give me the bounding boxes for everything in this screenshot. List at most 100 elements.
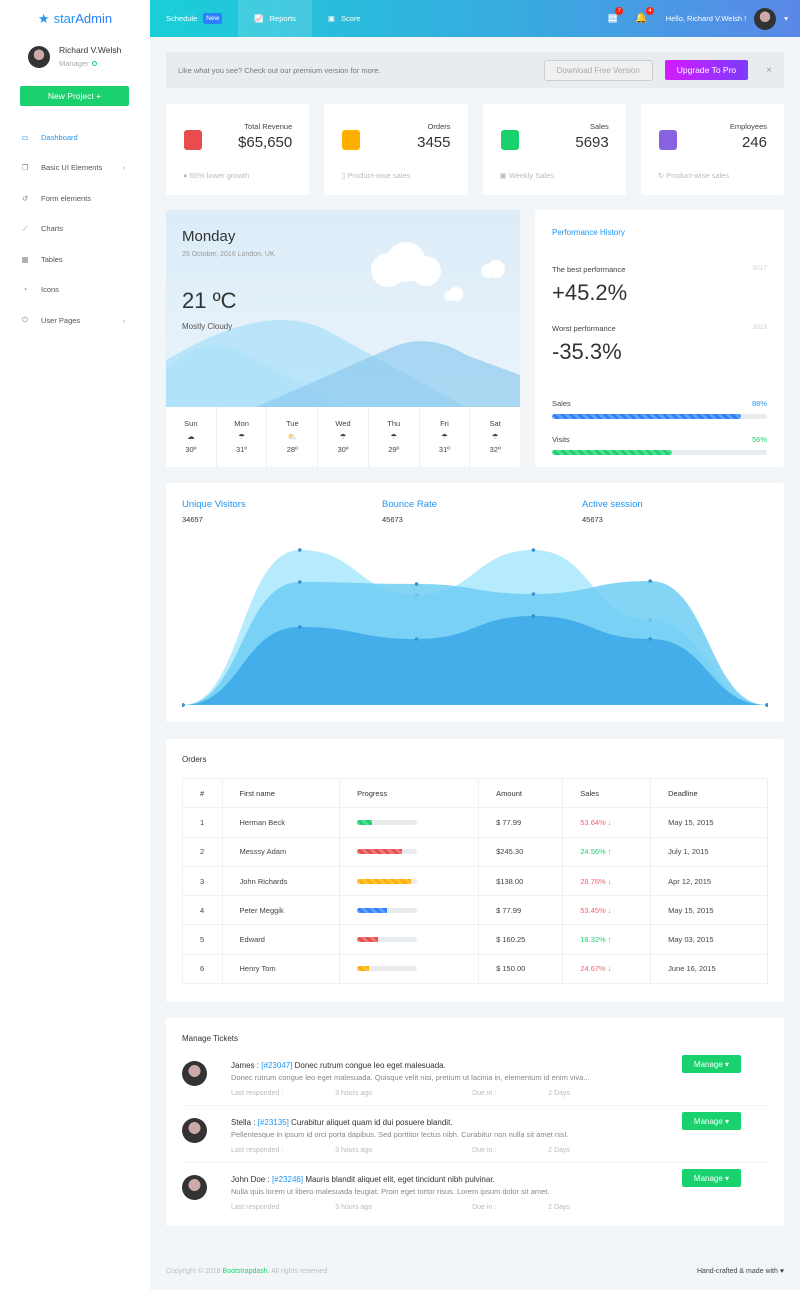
monitor-icon: ▭ bbox=[21, 132, 29, 142]
manage-button[interactable]: Manage ▾ bbox=[682, 1112, 741, 1130]
stat-cards: Total Revenue $65,650 ● 65% lower growth Or… bbox=[166, 104, 784, 195]
column-header: Amount bbox=[478, 777, 564, 809]
sidebar-item-tables[interactable]: ▦ Tables bbox=[21, 254, 63, 264]
chart-legend-item: Bounce Rate 45673 bbox=[382, 499, 437, 524]
ticket-id-link[interactable]: [#23135] bbox=[257, 1118, 289, 1127]
avatar bbox=[182, 1118, 207, 1143]
notifications-button[interactable]: 4 🔔 bbox=[635, 7, 654, 24]
info-icon: ▯ bbox=[341, 171, 346, 180]
forecast-day: Tue ⛅ 28º bbox=[267, 407, 319, 467]
sidebar: ★ starAdmin Richard V.Welsh Manager New P… bbox=[0, 0, 150, 1290]
ticket-item: John Doe : [#23246] Mauris blandit aliqu… bbox=[182, 1163, 768, 1220]
user-name: Richard V.Welsh bbox=[59, 45, 122, 55]
main-content: Like what you see? Check out our premium… bbox=[166, 52, 784, 1226]
area-chart bbox=[182, 548, 768, 707]
sidebar-nav: ▭ Dashboard ❐ Basic UI Elements › ↺ Form eleme… bbox=[0, 122, 150, 336]
orders-table: # First name Progress Amount Sales Deadline 1 H… bbox=[182, 777, 768, 985]
user-profile: Richard V.Welsh Manager bbox=[0, 37, 150, 68]
manage-button[interactable]: Manage ▾ bbox=[682, 1055, 741, 1073]
chevron-down-icon: ▾ bbox=[784, 14, 788, 23]
nav-schedule[interactable]: Schedule New bbox=[150, 0, 238, 37]
data-point bbox=[298, 625, 302, 629]
sidebar-item-dashboard[interactable]: ▭ Dashboard bbox=[21, 132, 78, 142]
data-point bbox=[648, 579, 652, 583]
table-row: 4 Peter Meggik $ 77.99 53.45% ↓ May 15, 2015 bbox=[182, 895, 768, 926]
traffic-chart-card: Unique Visitors 34657 Bounce Rate 45673 Acti… bbox=[166, 483, 784, 722]
ticket-id-link[interactable]: [#23246] bbox=[271, 1175, 304, 1184]
sidebar-item-icons[interactable]: ◔ Icons bbox=[0, 275, 150, 306]
stat-card: Orders 3455 ▯ Product-wise sales bbox=[324, 104, 468, 195]
table-row: 5 Edward $ 160.25 18.32% ↑ May 03, 2015 bbox=[182, 924, 768, 955]
table-row: 2 Messsy Adam $245.30 24.56% ↑ July 1, 2015 bbox=[182, 836, 768, 867]
chart-legend-item: Active session 45673 bbox=[582, 499, 643, 524]
footer: Copyright © 2018 Bootstrapdash. All righ… bbox=[166, 1268, 784, 1275]
upgrade-pro-button[interactable]: Upgrade To Pro bbox=[664, 60, 749, 80]
weather-illustration bbox=[166, 242, 520, 407]
bell-icon: 🔔 bbox=[635, 13, 648, 24]
avatar bbox=[182, 1175, 207, 1200]
download-free-button[interactable]: Download Free Version bbox=[543, 59, 653, 81]
avatar bbox=[754, 7, 777, 30]
poll-icon bbox=[500, 130, 519, 150]
copy-icon: ❐ bbox=[21, 163, 29, 173]
user-menu[interactable]: Hello, Richard V.Welsh ! ▾ bbox=[666, 7, 788, 30]
nav-score[interactable]: ▣ Score bbox=[327, 14, 361, 23]
column-header: Progress bbox=[339, 777, 480, 809]
nav-reports[interactable]: 📈 Reports bbox=[238, 0, 312, 37]
notifications-count: 4 bbox=[645, 7, 654, 15]
data-point bbox=[182, 703, 185, 707]
data-point bbox=[531, 548, 536, 552]
worst-value: -35.3% bbox=[552, 339, 622, 364]
logo[interactable]: ★ starAdmin bbox=[37, 10, 113, 27]
weather-icon: ☁ bbox=[187, 432, 195, 441]
sidebar-item-basic-ui-elements[interactable]: ❐ Basic UI Elements › bbox=[21, 163, 126, 173]
avatar bbox=[182, 1061, 207, 1086]
manage-button[interactable]: Manage ▾ bbox=[682, 1169, 741, 1187]
weather-condition: Mostly Cloudy bbox=[182, 322, 233, 331]
chart-icon: 📈 bbox=[254, 14, 264, 23]
column-header: Deadline bbox=[650, 777, 768, 809]
ticket-item: James : [#23047] Donec rutrum congue leo… bbox=[182, 1049, 768, 1106]
orders-title: Orders bbox=[182, 755, 207, 764]
forecast-day: Sun ☁ 30º bbox=[166, 407, 217, 467]
weather-date: 25 October, 2016 London, UK bbox=[182, 251, 275, 258]
close-icon[interactable]: × bbox=[766, 64, 772, 76]
weather-icon: ☂ bbox=[238, 432, 245, 441]
performance-title: Performance History bbox=[552, 228, 625, 237]
sidebar-item-charts[interactable]: ⟋ Charts bbox=[0, 214, 150, 245]
table-row: 6 Henry Tom $ 150.00 24.67% ↓ June 16, 2015 bbox=[182, 953, 768, 985]
weather-icon: ☂ bbox=[441, 432, 448, 441]
performance-card: Performance History The best performance… bbox=[535, 210, 784, 467]
messages-button[interactable]: 7 ▤ bbox=[608, 7, 624, 24]
power-icon: ⏻ bbox=[22, 315, 28, 325]
data-point bbox=[531, 614, 536, 618]
stat-card: Sales 5693 ▣ Weekly Sales bbox=[482, 104, 626, 195]
progress-bar bbox=[357, 849, 418, 855]
ticket-id-link[interactable]: [#23047] bbox=[261, 1061, 293, 1070]
forecast-day: Thu ☂ 29º bbox=[369, 407, 420, 467]
table-row: 3 John Richards $138.00 28.76% ↓ Apr 12, 201… bbox=[182, 865, 768, 897]
stat-card: Employees 246 ↻ Product-wise sales bbox=[640, 104, 784, 195]
weather-card: Monday 25 October, 2016 London, UK 21 ºC… bbox=[166, 210, 520, 467]
weather-icon: ☂ bbox=[491, 432, 499, 441]
top-navbar: Schedule New 📈 Reports ▣ Score 7 ▤ 4 🔔 Hello,… bbox=[150, 0, 800, 37]
account-box-icon bbox=[658, 130, 677, 150]
progress-bar bbox=[357, 907, 418, 913]
data-point bbox=[298, 548, 302, 552]
bootstrapdash-link[interactable]: Bootstrapdash bbox=[222, 1268, 268, 1275]
column-header: First name bbox=[221, 777, 341, 809]
clipboard-icon: ▣ bbox=[327, 14, 335, 23]
sales-progress bbox=[552, 414, 767, 419]
series-area-2 bbox=[183, 616, 767, 705]
new-project-button[interactable]: New Project + bbox=[20, 86, 129, 106]
sidebar-item-form-elements[interactable]: ↺ Form elements bbox=[21, 193, 92, 203]
star-icon: ★ bbox=[37, 10, 50, 26]
chevron-right-icon: › bbox=[122, 315, 126, 325]
chevron-right-icon: › bbox=[122, 163, 126, 173]
forecast-day: Wed ☂ 30º bbox=[318, 407, 369, 467]
weather-forecast: Sun ☁ 30º Mon ☂ 31º Tue ⛅ 28º Wed ☂ 30º Thu ☂ 29º Fri ☂ 3… bbox=[166, 407, 520, 467]
info-icon: ● bbox=[183, 171, 188, 180]
data-point bbox=[414, 582, 419, 586]
sidebar-item-user-pages[interactable]: ⏻ User Pages › bbox=[0, 305, 150, 336]
progress-bar bbox=[357, 937, 418, 943]
